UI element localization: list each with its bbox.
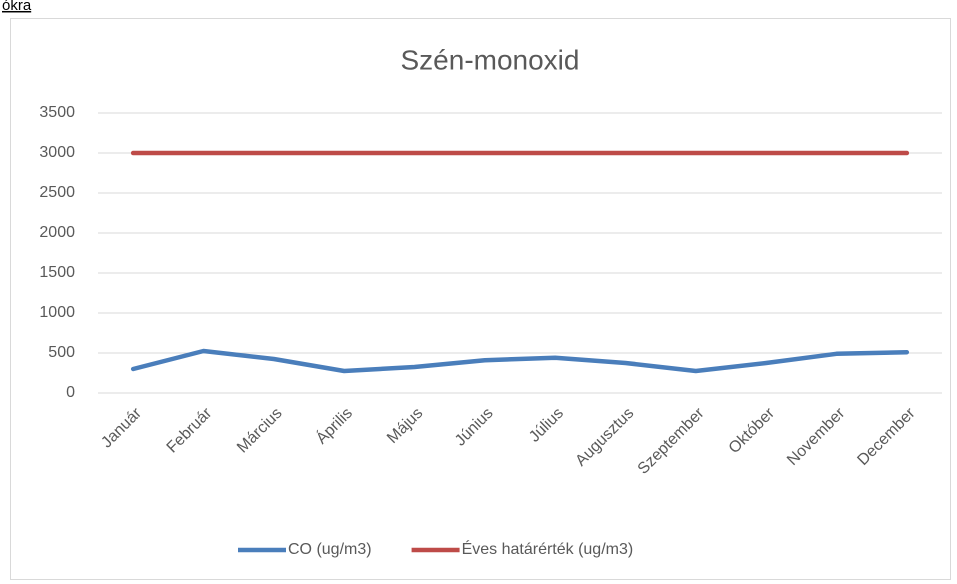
y-tick-label: 1000 — [39, 304, 75, 321]
y-tick-label: 2000 — [39, 224, 75, 241]
legend-label: Éves határérték (ug/m3) — [462, 539, 634, 558]
y-tick-label: 2500 — [39, 184, 75, 201]
legend-label: CO (ug/m3) — [288, 541, 372, 558]
y-tick-label: 0 — [66, 384, 75, 401]
series-line — [130, 348, 910, 374]
y-tick-label: 3500 — [39, 104, 75, 121]
header-text: ókra — [2, 0, 32, 14]
y-tick-label: 3000 — [39, 144, 75, 161]
chart-title: Szén-monoxid — [401, 44, 580, 75]
chart-frame — [10, 18, 951, 580]
y-tick-label: 500 — [48, 344, 75, 361]
y-tick-label: 1500 — [39, 264, 75, 281]
